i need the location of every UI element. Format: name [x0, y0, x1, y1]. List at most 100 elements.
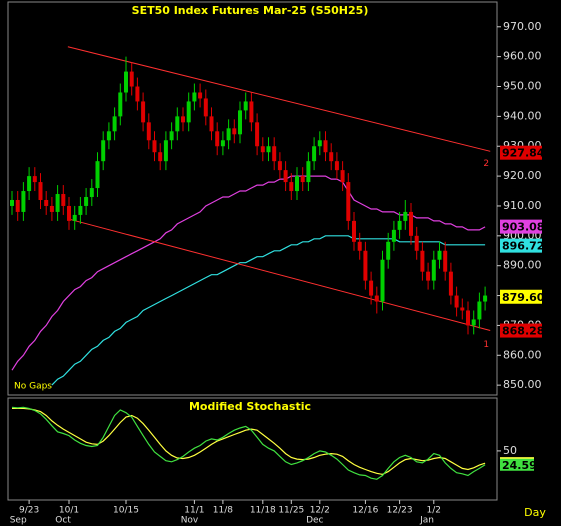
- series-line: [51, 235, 486, 386]
- price-marker: 879.60: [502, 291, 545, 304]
- candle-body: [454, 295, 459, 308]
- candle-body: [420, 250, 425, 272]
- candle-body: [129, 71, 134, 87]
- candle-body: [329, 152, 334, 162]
- candle-body: [397, 220, 402, 230]
- price-marker-box: [500, 238, 542, 253]
- candle-body: [437, 250, 442, 260]
- candle-body: [192, 92, 197, 102]
- month-label: Dec: [306, 516, 323, 526]
- candle-body: [414, 235, 419, 251]
- x-tick-label: 12/23: [387, 506, 413, 516]
- candle-body: [215, 131, 220, 147]
- month-label: Jan: [419, 516, 434, 526]
- candle-body: [426, 271, 431, 281]
- y-tick-label: 940.00: [503, 109, 542, 122]
- candle-body: [289, 182, 294, 192]
- candle-body: [226, 128, 231, 141]
- x-tick-label: 11/8: [213, 506, 233, 516]
- x-tick-label: 1/2: [427, 506, 441, 516]
- chart-title: SET50 Index Futures Mar-25 (S50H25): [132, 4, 369, 17]
- candle-body: [152, 140, 157, 153]
- candle-body: [38, 182, 43, 200]
- candle-body: [146, 122, 151, 141]
- candle-body: [61, 194, 66, 206]
- candle-body: [95, 161, 100, 189]
- candle-body: [369, 280, 374, 296]
- candle-body: [78, 205, 83, 215]
- month-label: Oct: [55, 516, 71, 526]
- candle-body: [317, 140, 322, 147]
- price-marker: 896.72: [502, 240, 544, 253]
- candle-body: [118, 92, 123, 117]
- price-marker: 903.08: [502, 221, 544, 234]
- candle-body: [135, 86, 140, 102]
- candle-body: [55, 194, 60, 212]
- trendline-label: 1: [483, 340, 489, 350]
- candle-body: [72, 214, 77, 221]
- candle-body: [141, 101, 146, 123]
- candle-body: [334, 161, 339, 171]
- candle-body: [44, 199, 49, 206]
- price-marker: 868.28: [502, 325, 544, 338]
- x-tick-label: 12/2: [310, 506, 330, 516]
- x-tick-label: 11/25: [278, 506, 304, 516]
- candle-body: [203, 98, 208, 117]
- candle-body: [346, 182, 351, 221]
- candle-body: [266, 146, 271, 153]
- candle-body: [312, 146, 317, 162]
- candle-body: [380, 259, 385, 302]
- candle-body: [431, 259, 436, 281]
- candle-body: [443, 250, 448, 272]
- candle-body: [323, 140, 328, 153]
- price-marker-box: [500, 145, 542, 160]
- price-marker-box: [500, 289, 542, 304]
- candle-body: [352, 220, 356, 242]
- candle-body: [10, 199, 14, 206]
- series-line: [12, 407, 486, 476]
- candle-body: [49, 205, 54, 212]
- candle-body: [238, 110, 242, 135]
- candle-body: [158, 152, 163, 162]
- candle-body: [101, 140, 106, 162]
- candle-body: [15, 199, 20, 212]
- candle-body: [84, 197, 89, 206]
- candle-body: [272, 146, 277, 162]
- y-tick-label: 50: [503, 444, 517, 457]
- candle-body: [471, 319, 476, 326]
- candle-body: [483, 295, 488, 302]
- candle-body: [209, 116, 214, 132]
- price-marker-box: [500, 323, 542, 338]
- candle-body: [277, 161, 282, 171]
- candle-body: [386, 241, 391, 260]
- candle-body: [295, 176, 299, 192]
- candle-body: [448, 271, 453, 296]
- x-axis-label: Day: [524, 506, 546, 519]
- candle-body: [409, 211, 413, 236]
- y-tick-label: 890.00: [503, 259, 542, 272]
- last-value-box: [500, 458, 534, 471]
- x-tick-label: 11/1: [184, 506, 204, 516]
- x-tick-label: 12/16: [352, 506, 378, 516]
- y-tick-label: 850.00: [503, 378, 542, 391]
- y-tick-label: 960.00: [503, 50, 542, 63]
- y-tick-label: 920.00: [503, 169, 542, 182]
- candle-body: [300, 176, 305, 183]
- candle-body: [255, 122, 260, 147]
- month-label: Nov: [181, 516, 199, 526]
- candle-body: [27, 176, 32, 192]
- candle-body: [181, 116, 185, 123]
- main-panel: [7, 1, 498, 396]
- trendline-label: 2: [483, 159, 489, 169]
- candle-body: [89, 188, 94, 198]
- candle-body: [260, 146, 265, 153]
- candle-body: [112, 116, 117, 132]
- candle-body: [460, 307, 465, 311]
- candle-body: [340, 170, 345, 183]
- candle-body: [186, 101, 191, 123]
- candle-body: [283, 170, 288, 183]
- last-value: 24.59: [502, 459, 537, 472]
- candle-body: [163, 140, 168, 162]
